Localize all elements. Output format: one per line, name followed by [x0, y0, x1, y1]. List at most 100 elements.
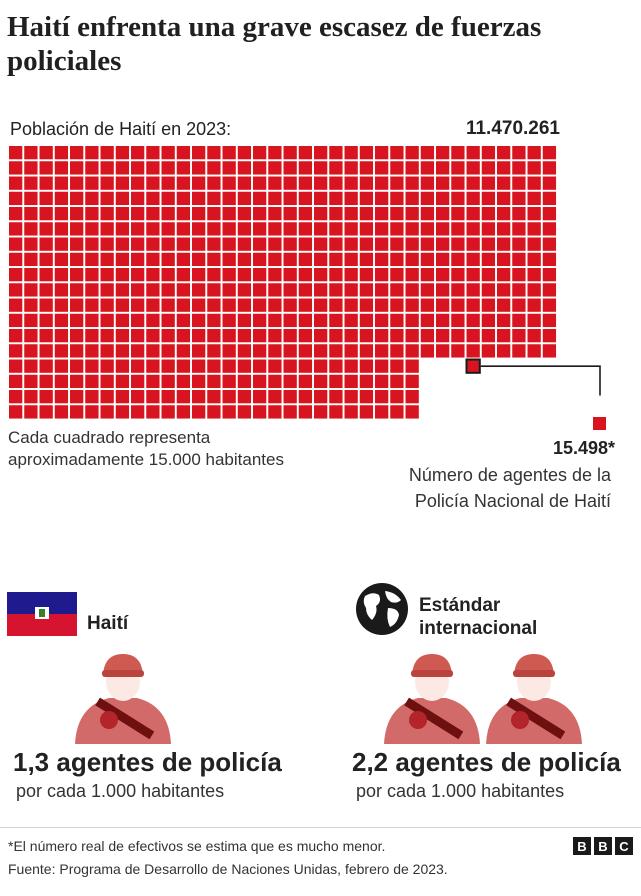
waffle-square [436, 252, 450, 267]
waffle-square [481, 252, 496, 267]
waffle-square [268, 405, 282, 419]
waffle-square [497, 191, 511, 206]
waffle-square [207, 222, 221, 236]
waffle-square [420, 222, 435, 236]
waffle-square [207, 176, 221, 190]
waffle-square [70, 374, 84, 389]
waffle-square [527, 191, 541, 206]
waffle-square [9, 313, 23, 328]
waffle-square [344, 344, 358, 358]
waffle-square [70, 207, 84, 221]
waffle-square [115, 146, 130, 160]
waffle-square [375, 191, 389, 206]
waffle-square [405, 344, 419, 358]
waffle-square [70, 359, 84, 373]
waffle-square [466, 146, 480, 160]
waffle-square [359, 207, 374, 221]
waffle-square [314, 161, 328, 175]
waffle-square [192, 359, 206, 373]
waffle-square [237, 313, 252, 328]
waffle-square [451, 222, 465, 236]
waffle-square [54, 405, 69, 419]
waffle-square [253, 268, 267, 282]
waffle-square [237, 252, 252, 267]
waffle-square [390, 390, 404, 404]
waffle-square [131, 222, 145, 236]
waffle-square [329, 390, 343, 404]
waffle-square [24, 207, 38, 221]
waffle-square [375, 390, 389, 404]
waffle-square [359, 146, 374, 160]
waffle-square [359, 344, 374, 358]
police-officer-icon [384, 654, 480, 744]
waffle-square [54, 191, 69, 206]
standard-ratio: 2,2 agentes de policía [352, 747, 621, 777]
waffle-square [466, 298, 480, 312]
waffle-square [9, 268, 23, 282]
waffle-square [115, 161, 130, 175]
waffle-square [298, 283, 313, 297]
waffle-square [283, 283, 297, 297]
waffle-square [390, 146, 404, 160]
waffle-square [268, 374, 282, 389]
waffle-square [146, 237, 160, 251]
waffle-square [298, 405, 313, 419]
waffle-square [451, 237, 465, 251]
waffle-square [466, 237, 480, 251]
waffle-square [146, 222, 160, 236]
waffle-square [9, 252, 23, 267]
waffle-square [359, 252, 374, 267]
waffle-square [390, 329, 404, 343]
waffle-square [314, 207, 328, 221]
waffle-square [512, 191, 526, 206]
waffle-square [420, 191, 435, 206]
waffle-square [329, 161, 343, 175]
waffle-square [176, 359, 191, 373]
waffle-square [390, 344, 404, 358]
waffle-square [54, 161, 69, 175]
waffle-square [176, 298, 191, 312]
waffle-square [542, 283, 557, 297]
waffle-square [70, 329, 84, 343]
waffle-square [85, 237, 99, 251]
waffle-square [237, 283, 252, 297]
waffle-square [9, 222, 23, 236]
waffle-square [344, 146, 358, 160]
waffle-square [131, 237, 145, 251]
waffle-square [54, 344, 69, 358]
waffle-square [359, 191, 374, 206]
footer-divider [0, 827, 641, 828]
waffle-square [161, 252, 175, 267]
waffle-square [39, 390, 53, 404]
waffle-square [253, 237, 267, 251]
waffle-square [329, 344, 343, 358]
bbc-logo-letter: B [573, 837, 591, 855]
waffle-square [39, 359, 53, 373]
waffle-square [161, 374, 175, 389]
waffle-square [161, 344, 175, 358]
waffle-square [131, 283, 145, 297]
waffle-square [512, 344, 526, 358]
waffle-square [268, 207, 282, 221]
waffle-square [497, 283, 511, 297]
waffle-square [115, 268, 130, 282]
waffle-square [405, 161, 419, 175]
waffle-square [481, 313, 496, 328]
waffle-square [176, 222, 191, 236]
waffle-square [85, 268, 99, 282]
waffle-square [176, 268, 191, 282]
waffle-square [420, 237, 435, 251]
waffle-square [268, 222, 282, 236]
waffle-square [253, 176, 267, 190]
waffle-square [9, 237, 23, 251]
waffle-square [329, 176, 343, 190]
waffle-square [161, 176, 175, 190]
waffle-square [100, 313, 114, 328]
waffle-square [451, 329, 465, 343]
police-officer-icon [486, 654, 582, 744]
waffle-square [542, 237, 557, 251]
waffle-square [359, 283, 374, 297]
waffle-square [237, 176, 252, 190]
waffle-square [39, 298, 53, 312]
waffle-square [420, 313, 435, 328]
